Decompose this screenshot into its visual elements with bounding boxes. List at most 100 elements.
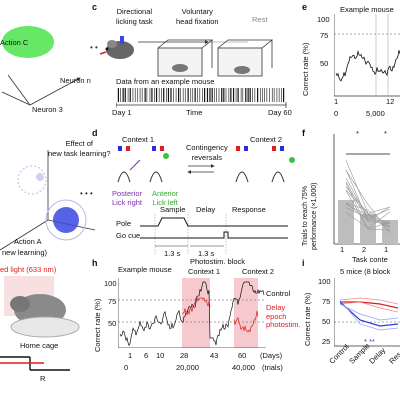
pole-4a [272, 146, 276, 151]
e-learning-trace [335, 50, 400, 82]
effect-line2: new task learning? [48, 148, 111, 158]
panel-letter-e: e [302, 2, 308, 12]
neuron-axis [7, 74, 31, 106]
whisker-1 [129, 159, 141, 171]
panel-f-ylabel-2: performance (×1,000) [311, 182, 318, 250]
mouse-2-head [149, 171, 163, 183]
f-bar-3 [382, 220, 398, 244]
i-xtick-delay: Delay [367, 345, 388, 366]
i-photostim-line [339, 299, 399, 331]
i-ytick-100: 100 [318, 277, 331, 286]
f-mouse-line [345, 190, 391, 231]
pole-anterior-2 [160, 146, 164, 151]
panel-letter-h: h [92, 258, 98, 268]
panel-e-plot [334, 14, 400, 97]
mouse-head [10, 296, 30, 312]
pole-posterior-1 [118, 146, 122, 151]
h-day-6: 6 [144, 351, 149, 360]
i-ytick-75: 75 [322, 297, 331, 306]
home-cage-label: Home cage [20, 341, 59, 350]
h-delay-line3: photostim. [266, 320, 301, 329]
dotted-circle [17, 165, 47, 195]
red-light-label: ed light (633 nm) [0, 265, 57, 274]
time-label: Time [186, 108, 203, 117]
time-axis [116, 102, 287, 108]
e-xtick-1: 1 [334, 97, 339, 106]
i-title: 5 mice (8 block [340, 267, 391, 276]
i-photostim-line [339, 303, 399, 321]
voluntary-line1: Voluntary [181, 7, 213, 16]
effect-line1: Effect of [65, 139, 93, 148]
anterior-text: Anterior [152, 189, 179, 198]
mouse-1-head [117, 171, 131, 183]
h-trial-40000: 40,000 [232, 363, 255, 372]
h-context2: Context 2 [242, 267, 275, 276]
h-example-label: Example mouse [118, 265, 172, 274]
panel-f-plot [333, 134, 400, 245]
cage-1-top [157, 39, 214, 49]
mouse-eye [105, 47, 109, 51]
context1-label: Context 1 [122, 135, 155, 144]
i-control-line [339, 301, 399, 313]
h-photostim-trace-1 [181, 297, 211, 316]
h-ytick-100: 100 [104, 279, 117, 288]
action-a-ring [45, 199, 87, 241]
e-xtick-12: 12 [386, 97, 395, 106]
i-control-line [339, 297, 399, 305]
go-cue-trace [140, 231, 288, 239]
f-sig-1: * [356, 129, 359, 138]
h-day-10: 10 [156, 351, 165, 360]
panel-i-plot [334, 278, 400, 347]
h-day-43: 43 [210, 351, 219, 360]
pole-blue [120, 36, 124, 44]
h-trial-20000: 20,000 [176, 363, 199, 372]
dur2-label: 1.3 s [198, 249, 215, 258]
mouse-ear [107, 40, 117, 48]
response-label: Response [232, 205, 266, 214]
green-pole-2 [289, 157, 295, 163]
trial-timeline [140, 214, 288, 254]
h-trial-0: 0 [124, 363, 129, 372]
lick-right-text: Lick right [112, 197, 143, 207]
voluntary-line2: head fixation [176, 16, 219, 26]
rest-label: Rest [252, 15, 268, 24]
neuron-3-label: Neuron 3 [32, 105, 63, 114]
f-bar-1 [338, 200, 354, 244]
home-cage-graphic [0, 276, 80, 371]
panel-h-plot [118, 278, 266, 348]
axis-left [0, 219, 49, 251]
i-photostim-line [339, 301, 399, 327]
panel-letter-f: f [302, 128, 305, 138]
f-mouse-line [345, 170, 391, 234]
pole-3a [236, 146, 240, 151]
i-xtick-control: Control [327, 342, 351, 366]
pole-trace [140, 217, 288, 227]
h-day-28: 28 [180, 351, 189, 360]
session-raster [117, 88, 285, 102]
data-example-label: Data from an example mouse [116, 77, 215, 86]
day1-label: Day 1 [112, 108, 132, 117]
dur1-label: 1.3 s [164, 249, 181, 258]
i-xtick-res: Res [387, 349, 400, 366]
e-ytick-50: 50 [320, 59, 329, 68]
delay-label: Delay [196, 205, 216, 214]
f-mouse-line [345, 181, 391, 224]
h-ytick-50: 50 [108, 319, 117, 328]
go-cue-label: Go cue [116, 231, 141, 240]
h-delay-line2: epoch [266, 311, 287, 321]
h-ylabel: Correct rate (%) [93, 298, 102, 352]
h-trials-unit: (trials) [262, 363, 283, 372]
lick-left-text: Lick left [152, 197, 178, 207]
directional-line1: Directional [116, 7, 153, 16]
action-c-blob [2, 26, 54, 58]
effect-label: Effect of new task learning? [48, 140, 111, 157]
pole-anterior-1 [126, 146, 130, 151]
h-photostim-trace-2 [233, 310, 259, 333]
action-c-label: Action C [0, 38, 29, 47]
f-mouse-line [345, 207, 391, 228]
pole-posterior-2 [152, 146, 156, 151]
pole-4b [280, 146, 284, 151]
day60-label: Day 60 [268, 108, 292, 117]
i-ylabel: Correct rate (%) [303, 292, 312, 346]
new-learning-label: new learning) [2, 248, 48, 257]
